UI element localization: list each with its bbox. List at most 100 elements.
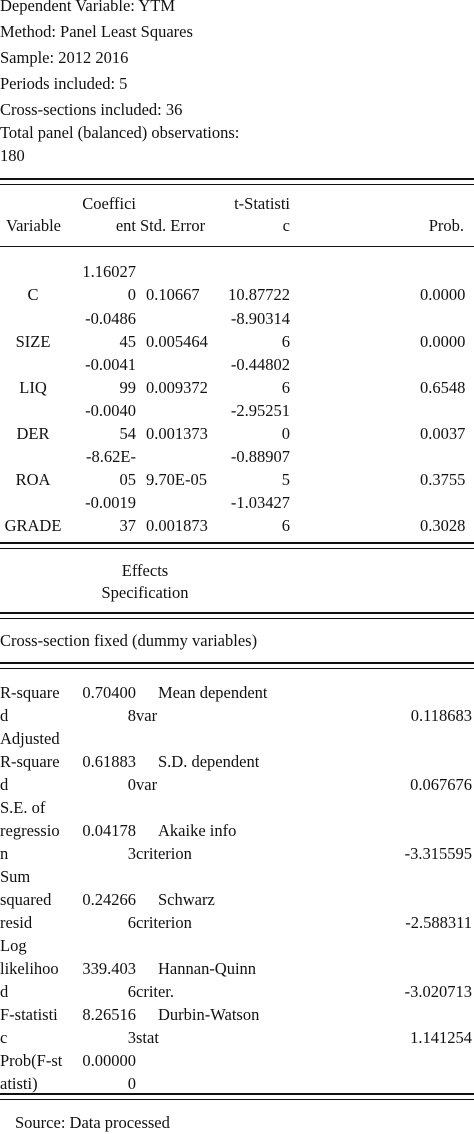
stat-value-l2: 0: [127, 775, 136, 794]
col-header-variable: Variable: [6, 216, 61, 235]
cell-tstat-l2: 5: [281, 470, 290, 489]
cell-std-error: 0.10667: [146, 285, 200, 304]
stat-label-line: squared: [0, 890, 52, 909]
cell-std-error: 0.005464: [146, 332, 208, 351]
cell-prob: 0.3755: [420, 470, 466, 489]
header-observations-value: 180: [0, 146, 25, 165]
stat-value-l1: 0.04178: [82, 821, 136, 840]
effects-rule-1: [0, 612, 474, 614]
cell-coefficient-l2: 37: [119, 516, 137, 535]
header-rule: [0, 246, 474, 247]
cell-tstat-l2: 6: [281, 332, 290, 351]
stat-label-line: Log: [0, 936, 27, 955]
stat-label-line: d: [0, 706, 9, 725]
stat-label-line: d: [0, 982, 9, 1001]
stat-label-line: c: [0, 1028, 8, 1047]
stat-label-line: Sum: [0, 867, 31, 886]
cell-tstat-l1: -0.44802: [230, 355, 290, 374]
stat-right-label-l2: criterion: [136, 913, 192, 932]
stat-right-label-l2: criter.: [136, 982, 175, 1001]
cell-coefficient-l1: -0.0040: [85, 401, 136, 420]
cell-variable: GRADE: [4, 516, 62, 535]
cell-coefficient-l1: -8.62E-: [86, 447, 136, 466]
stat-value-l2: 6: [127, 982, 136, 1001]
cell-tstat-l2: 0: [281, 424, 290, 443]
cell-coefficient-l2: 99: [119, 378, 137, 397]
stat-right-label-l2: criterion: [136, 844, 192, 863]
top-rule-2: [0, 184, 474, 185]
stats-bottom-rule-1: [0, 1093, 474, 1095]
cell-tstat-l1: -0.88907: [230, 447, 290, 466]
effects-bottom-rule-2: [0, 668, 474, 669]
cell-tstat-l1: -1.03427: [230, 493, 290, 512]
cell-coefficient-l2: 54: [119, 424, 137, 443]
stat-label-line: d: [0, 775, 9, 794]
cell-variable: LIQ: [19, 378, 47, 397]
cell-variable: SIZE: [15, 332, 51, 351]
cell-variable: ROA: [15, 470, 51, 489]
cell-coefficient-l1: -0.0041: [85, 355, 136, 374]
stat-right-value: 0.118683: [410, 706, 472, 725]
stat-label-line: likelihoo: [0, 959, 59, 978]
header-method: Method: Panel Least Squares: [0, 22, 193, 41]
stat-right-label-l1: Schwarz: [158, 890, 215, 909]
stat-right-value: -3.020713: [404, 982, 472, 1001]
effects-title-l1: Effects: [121, 561, 169, 580]
stat-right-value: -3.315595: [404, 844, 472, 863]
cell-prob: 0.6548: [420, 378, 466, 397]
cell-prob: 0.0037: [420, 424, 466, 443]
cell-tstat-l2: 10.87722: [228, 285, 290, 304]
stat-right-label-l2: var: [136, 775, 158, 794]
stat-value-l1: 8.26516: [82, 1005, 136, 1024]
stat-value-l1: 0.61883: [82, 752, 136, 771]
stat-value-l2: 0: [127, 1074, 136, 1093]
stat-label-line: Adjusted: [0, 729, 60, 748]
cell-std-error: 9.70E-05: [146, 470, 207, 489]
cell-std-error: 0.001373: [146, 424, 208, 443]
cell-prob: 0.3028: [420, 516, 466, 535]
cell-coefficient-l2: 05: [119, 470, 137, 489]
cell-coefficient-l2: 0: [127, 285, 136, 304]
col-header-tstat-l2: c: [282, 216, 290, 235]
cell-std-error: 0.001873: [146, 516, 208, 535]
cell-tstat-l1: -2.95251: [230, 401, 290, 420]
col-header-coefficient-l2: ent: [115, 216, 136, 235]
stat-right-label-l1: Hannan-Quinn: [158, 959, 257, 978]
cell-coefficient-l2: 45: [119, 332, 137, 351]
cell-variable: C: [27, 285, 39, 304]
header-dependent-variable: Dependent Variable: YTM: [0, 0, 176, 15]
stat-label-line: R-square: [0, 683, 60, 702]
effects-bottom-rule-1: [0, 662, 474, 664]
stat-right-label-l1: Durbin-Watson: [158, 1005, 260, 1024]
stat-label-line: F-statisti: [0, 1005, 58, 1024]
stat-value-l2: 8: [127, 706, 136, 725]
header-sample: Sample: 2012 2016: [0, 48, 129, 67]
stat-value-l1: 0.00000: [82, 1051, 136, 1070]
effects-title-l2: Specification: [101, 583, 189, 602]
col-header-coefficient-l1: Coeffici: [82, 194, 136, 213]
effects-rule-2: [0, 618, 474, 619]
cell-variable: DER: [16, 424, 50, 443]
stat-value-l1: 0.24266: [82, 890, 136, 909]
stat-value-l2: 3: [127, 1028, 136, 1047]
stat-value-l1: 0.70400: [82, 683, 136, 702]
stat-right-value: 0.067676: [410, 775, 472, 794]
col-header-prob: Prob.: [428, 216, 464, 235]
cell-coefficient-l1: -0.0486: [85, 309, 136, 328]
cell-prob: 0.0000: [420, 332, 466, 351]
stat-value-l2: 3: [127, 844, 136, 863]
cell-tstat-l2: 6: [281, 516, 290, 535]
stat-label-line: R-square: [0, 752, 60, 771]
stat-label-line: atisti): [0, 1074, 38, 1093]
cross-section-fixed-label: Cross-section fixed (dummy variables): [0, 631, 258, 650]
cell-prob: 0.0000: [420, 285, 466, 304]
top-rule-1: [0, 178, 474, 180]
stat-right-label-l2: var: [136, 706, 158, 725]
stat-right-label-l1: S.D. dependent: [158, 752, 260, 771]
stat-right-label-l2: stat: [136, 1028, 159, 1047]
stat-label-line: S.E. of: [0, 798, 46, 817]
stats-bottom-rule-2: [0, 1099, 474, 1100]
stat-value-l2: 6: [127, 913, 136, 932]
stat-label-line: regressio: [0, 821, 60, 840]
